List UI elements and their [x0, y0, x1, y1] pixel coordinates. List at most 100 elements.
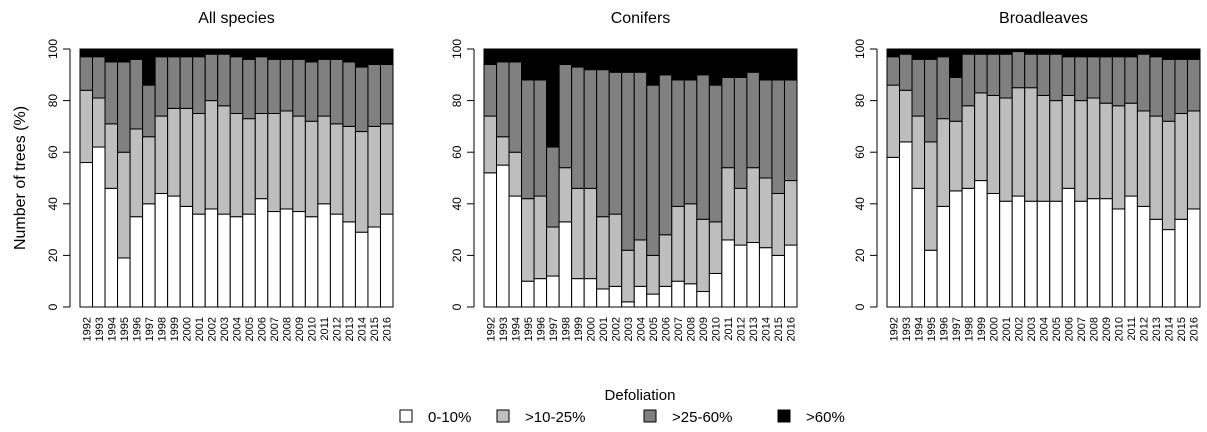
- bar-segment: [342, 221, 356, 308]
- x-tick-label: 1995: [119, 317, 131, 341]
- bar-segment: [317, 203, 331, 308]
- bar-segment: [1186, 48, 1201, 60]
- bar-segment: [1061, 187, 1076, 308]
- bar-segment: [671, 48, 685, 81]
- bar-segment: [267, 48, 281, 60]
- bar-segment: [329, 123, 344, 215]
- bar-segment: [508, 48, 523, 63]
- x-tick-label: 1993: [901, 317, 913, 341]
- bar-segment: [899, 48, 913, 55]
- panel-title: Broadleaves: [999, 10, 1088, 27]
- bar-segment: [204, 100, 219, 210]
- x-tick-label: 1999: [573, 317, 585, 341]
- bar-segment: [974, 180, 988, 308]
- bar-segment: [708, 221, 723, 274]
- bar-segment: [886, 84, 901, 158]
- bar-segment: [229, 216, 244, 308]
- bar-segment: [571, 187, 585, 280]
- x-tick-label: 2008: [1089, 317, 1101, 341]
- bar-segment: [496, 136, 510, 166]
- bar-segment: [533, 79, 548, 197]
- bar-segment: [1099, 198, 1113, 308]
- bar-segment: [961, 105, 976, 189]
- x-tick-label: 2006: [1064, 317, 1076, 341]
- bar-segment: [1011, 48, 1026, 53]
- x-tick-label: 2016: [1189, 317, 1201, 341]
- bar-segment: [267, 113, 281, 213]
- bar-segment: [783, 48, 798, 81]
- bar-segment: [1086, 97, 1101, 200]
- bar-segment: [179, 48, 194, 58]
- legend-swatch: [496, 409, 510, 423]
- bar-segment: [974, 92, 988, 182]
- bar-segment: [608, 213, 623, 287]
- bar-segment: [621, 71, 635, 251]
- x-tick-label: 1992: [81, 317, 93, 341]
- bar-segment: [521, 280, 535, 308]
- bar-segment: [546, 226, 560, 277]
- bar-segment: [379, 63, 394, 125]
- bar-segment: [758, 177, 773, 249]
- x-tick-label: 2012: [736, 317, 748, 341]
- x-tick-label: 2009: [294, 317, 306, 341]
- bar-segment: [217, 213, 231, 308]
- bar-segment: [583, 278, 598, 308]
- bar-segment: [1011, 87, 1026, 197]
- bar-segment: [1111, 208, 1126, 308]
- bar-segment: [292, 48, 306, 60]
- y-tick-label: 0: [450, 303, 464, 310]
- bar-segment: [1011, 51, 1026, 89]
- x-tick-label: 2006: [661, 317, 673, 341]
- bar-segment: [1036, 48, 1051, 55]
- bar-segment: [771, 254, 785, 308]
- bar-segment: [104, 187, 119, 308]
- bar-segment: [254, 56, 269, 114]
- bar-segment: [708, 48, 723, 86]
- x-tick-label: 1993: [498, 317, 510, 341]
- x-tick-label: 2004: [636, 317, 648, 341]
- bar-segment: [924, 58, 938, 143]
- panel-title: Conifers: [611, 10, 671, 27]
- bar-segment: [961, 48, 976, 55]
- bar-segment: [683, 79, 698, 205]
- bar-segment: [192, 48, 206, 58]
- bar-segment: [1049, 48, 1063, 55]
- x-tick-label: 2014: [357, 317, 369, 341]
- bar-segment: [508, 195, 523, 308]
- bar-segment: [1111, 105, 1126, 210]
- bar-segment: [658, 285, 673, 308]
- bar-segment: [886, 156, 901, 308]
- bar-segment: [733, 187, 748, 246]
- legend-label: >25-60%: [672, 409, 732, 426]
- bar-segment: [304, 120, 319, 218]
- x-tick-label: 1994: [510, 317, 522, 341]
- x-tick-label: 1992: [485, 317, 497, 341]
- y-tick-label: 100: [46, 39, 60, 59]
- bar-segment: [696, 218, 710, 293]
- bar-segment: [279, 208, 294, 308]
- bar-segment: [367, 48, 381, 65]
- y-tick-label: 20: [46, 248, 60, 262]
- bar-segment: [621, 48, 635, 73]
- bar-segment: [304, 48, 319, 63]
- bar-segment: [721, 48, 735, 78]
- y-tick-label: 60: [46, 145, 60, 159]
- bar-segment: [1074, 100, 1088, 202]
- bar-segment: [596, 216, 610, 290]
- bar-segment: [329, 58, 344, 125]
- bar-segment: [608, 48, 623, 73]
- bar-segment: [92, 97, 106, 148]
- bar-segment: [117, 61, 131, 153]
- bar-segment: [546, 48, 560, 148]
- bar-segment: [1024, 48, 1038, 55]
- bar-segment: [633, 48, 648, 73]
- bar-segment: [583, 187, 598, 280]
- bar-segment: [683, 203, 698, 285]
- bar-segment: [217, 53, 231, 107]
- bar-segment: [242, 58, 256, 120]
- bar-segment: [379, 213, 394, 308]
- bar-segment: [911, 58, 926, 117]
- x-tick-label: 1997: [951, 317, 963, 341]
- y-tick-label: 80: [46, 94, 60, 108]
- bar-segment: [886, 48, 901, 58]
